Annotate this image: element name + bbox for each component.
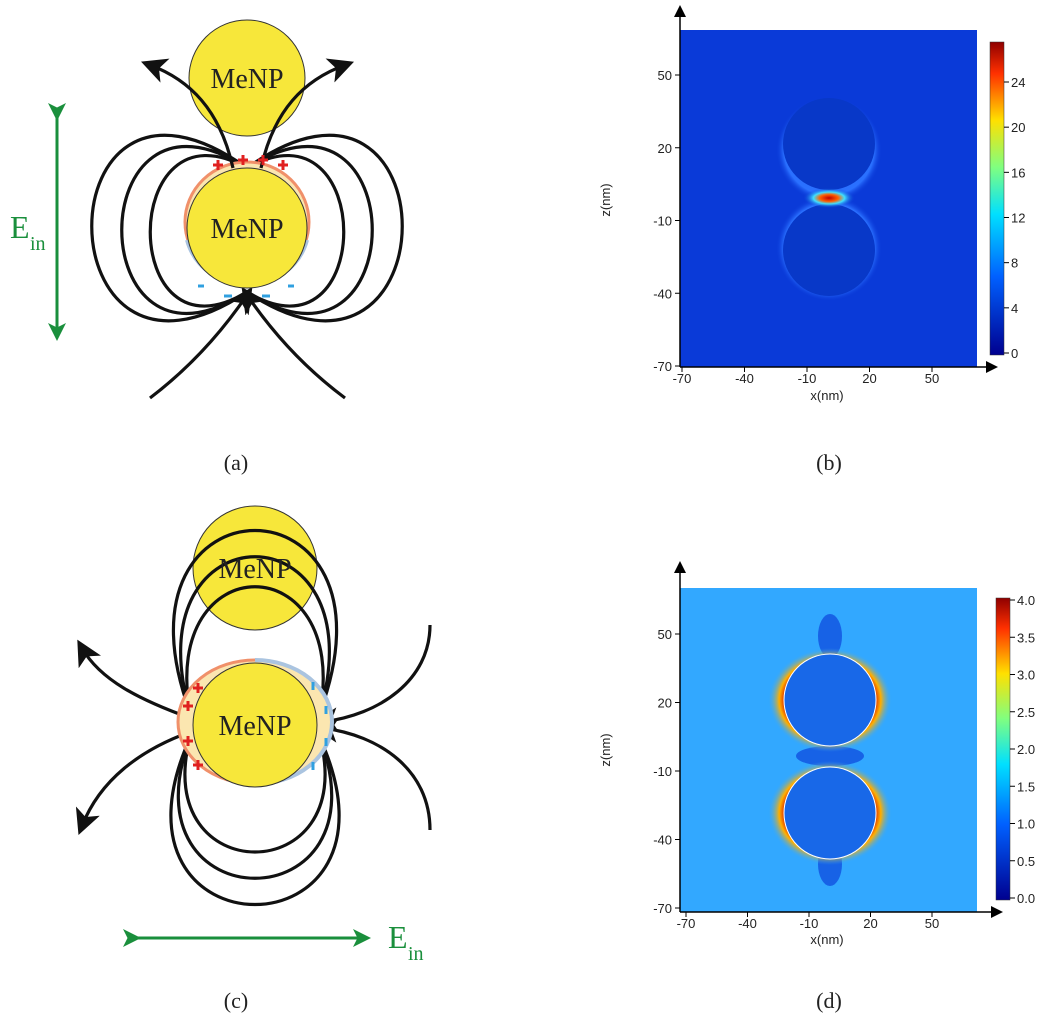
y-tick-label: -40	[653, 833, 672, 848]
particle-label: MeNP	[218, 711, 291, 742]
y-tick-label: -10	[653, 214, 672, 229]
particle-label: MeNP	[218, 554, 291, 585]
colorbar-tick-label: 2.5	[1017, 705, 1035, 720]
y-tick-label: -70	[653, 901, 672, 916]
colorbar-tick-label: 4.0	[1017, 593, 1035, 608]
y-tick-label: 50	[658, 68, 672, 83]
panel-label: (c)	[224, 988, 248, 1013]
colorbar-tick-label: 2.0	[1017, 742, 1035, 757]
x-tick-label: 50	[925, 916, 939, 931]
panel-c: MeNP MeNP E in (c)	[82, 506, 430, 1013]
colorbar-tick-label: 1.0	[1017, 817, 1035, 832]
colorbar-tick-label: 16	[1011, 165, 1025, 180]
x-tick-label: -70	[677, 916, 696, 931]
y-tick-label: 20	[658, 141, 672, 156]
panel-label: (d)	[816, 988, 842, 1013]
particle-label: MeNP	[210, 214, 283, 245]
field-label: E	[10, 209, 30, 245]
field-subscript: in	[30, 233, 46, 255]
colorbar-tick-label: 3.5	[1017, 630, 1035, 645]
colorbar-tick-label: 24	[1011, 75, 1025, 90]
y-axis-label: z(nm)	[598, 733, 613, 766]
x-tick-label: -10	[798, 371, 817, 386]
y-tick-label: -70	[653, 359, 672, 374]
colorbar-tick-label: 0.5	[1017, 854, 1035, 869]
x-tick-label: -70	[673, 371, 692, 386]
panel-label: (b)	[816, 450, 842, 475]
x-tick-label: 20	[863, 916, 877, 931]
x-axis-label: x(nm)	[810, 932, 843, 947]
figure: MeNP MeNP E in (a) x(nm) z(nm) (b) MeNP …	[0, 0, 1037, 1017]
colorbar-tick-label: 4	[1011, 301, 1018, 316]
x-tick-label: -40	[735, 371, 754, 386]
colorbar-tick-label: 20	[1011, 120, 1025, 135]
particle-label: MeNP	[210, 64, 283, 95]
colorbar-tick-label: 3.0	[1017, 668, 1035, 683]
colorbar-tick-label: 0	[1011, 346, 1018, 361]
field-label: E	[388, 919, 408, 955]
field-subscript: in	[408, 943, 424, 965]
y-tick-label: 20	[658, 696, 672, 711]
colorbar-tick-label: 12	[1011, 211, 1025, 226]
x-tick-label: 50	[925, 371, 939, 386]
x-tick-label: -10	[800, 916, 819, 931]
panel-a: MeNP MeNP E in (a)	[10, 20, 402, 475]
y-tick-label: -10	[653, 764, 672, 779]
x-axis-label: x(nm)	[810, 388, 843, 403]
colorbar-tick-label: 8	[1011, 256, 1018, 271]
y-tick-label: 50	[658, 627, 672, 642]
colorbar-tick-label: 1.5	[1017, 779, 1035, 794]
panel-label: (a)	[224, 450, 248, 475]
colorbar-tick-label: 0.0	[1017, 891, 1035, 906]
x-tick-label: -40	[738, 916, 757, 931]
x-tick-label: 20	[862, 371, 876, 386]
y-axis-label: z(nm)	[598, 183, 613, 216]
y-tick-label: -40	[653, 286, 672, 301]
